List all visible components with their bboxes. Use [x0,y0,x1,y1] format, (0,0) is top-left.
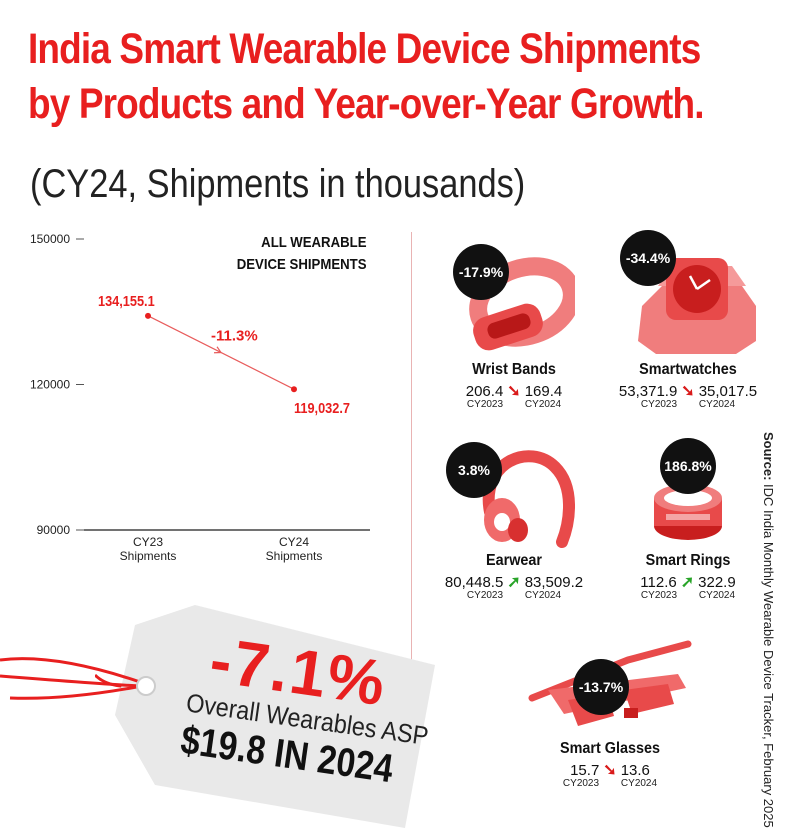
growth-badge-smartwatches: -34.4% [620,230,676,286]
title-line-2: by Products and Year-over-Year Growth. [28,80,705,128]
product-earwear: Earwear 80,448.5 ➚ 83,509.2 CY2023 CY2024 [434,552,594,601]
page-subtitle: (CY24, Shipments in thousands) [30,162,526,206]
product-name: Earwear [485,552,543,569]
product-name: Smart Rings [645,552,731,569]
x-tick-label: CY23 [133,535,163,549]
year-label-2024: CY2024 [620,778,658,789]
year-label-2023: CY2023 [466,590,504,601]
year-label-2023: CY2023 [562,778,600,789]
product-name: Wrist Bands [472,361,556,378]
product-name: Smart Glasses [559,740,661,757]
value-2023: 112.6 [640,574,677,591]
product-smart-rings: Smart Rings 112.6 ➚ 322.9 CY2023 CY2024 [608,552,768,601]
value-2023: 80,448.5 [444,574,504,591]
trend-down-icon: ➘ [507,383,521,400]
growth-badge-wrist-bands: -17.9% [453,244,509,300]
smart-ring-icon [654,484,722,540]
growth-badge-earwear: 3.8% [446,442,502,498]
growth-badge-smart-glasses: -13.7% [573,659,629,715]
value-2024: 169.4 [524,383,563,400]
trend-down-icon: ➘ [681,383,695,400]
tag-string-icon [0,657,156,700]
data-label: 134,155.1 [98,292,155,309]
source-label: Source: [761,432,776,481]
chart-title-line-1: ALL WEARABLE [261,234,367,251]
wrist-band-icon [469,257,575,351]
year-label-2024: CY2024 [698,590,736,601]
value-2024: 322.9 [698,574,736,591]
x-tick-label: CY24 [279,535,309,549]
value-2024: 13.6 [620,762,650,779]
year-label-2024: CY2024 [524,399,562,410]
smartwatch-icon [638,258,756,354]
product-smart-glasses: Smart Glasses 15.7 ➘ 13.6 CY2023 CY2024 [530,740,690,789]
year-label-2023: CY2023 [640,590,678,601]
year-label-2024: CY2024 [524,590,562,601]
product-wrist-bands: Wrist Bands 206.4 ➘ 169.4 CY2023 CY2024 [434,361,594,410]
line-chart: 150000 120000 90000 134,155.1 119,032.7 -11.3… [30,232,370,563]
chart-title-line-2: DEVICE SHIPMENTS [237,256,367,273]
trend-down-icon: ➘ [603,762,617,779]
chart-title: ALL WEARABLE DEVICE SHIPMENTS [237,232,367,276]
vertical-divider [411,232,412,662]
data-point [145,312,151,319]
y-tick-label: 90000 [37,523,71,537]
growth-badge-smart-rings: 186.8% [660,438,716,494]
data-label: 119,032.7 [294,399,350,416]
trend-up-icon: ➚ [680,574,695,591]
growth-label: -11.3% [211,328,258,345]
trend-arrow [213,346,223,354]
x-tick-label: Shipments [266,549,323,563]
value-2023: 206.4 [465,383,504,400]
product-smartwatches: Smartwatches 53,371.9 ➘ 35,017.5 CY2023 CY2… [608,361,768,410]
year-label-2023: CY2023 [466,399,504,410]
source-note: Source: IDC India Monthly Wearable Devic… [761,432,776,828]
value-2024: 83,509.2 [524,574,584,591]
trend-up-icon: ➚ [507,574,521,591]
page-title: India Smart Wearable Device Shipments by… [28,22,705,132]
year-label-2023: CY2023 [640,399,678,410]
title-line-1: India Smart Wearable Device Shipments [28,25,701,73]
value-2023: 15.7 [570,762,600,779]
year-label-2024: CY2024 [698,399,736,410]
product-name: Smartwatches [639,361,737,378]
value-2024: 35,017.5 [698,383,758,400]
y-tick-label: 120000 [30,378,70,392]
value-2023: 53,371.9 [618,383,678,400]
data-point [291,386,297,393]
source-text: IDC India Monthly Wearable Device Tracke… [761,484,776,828]
y-tick-label: 150000 [30,232,70,246]
x-tick-label: Shipments [120,549,177,563]
